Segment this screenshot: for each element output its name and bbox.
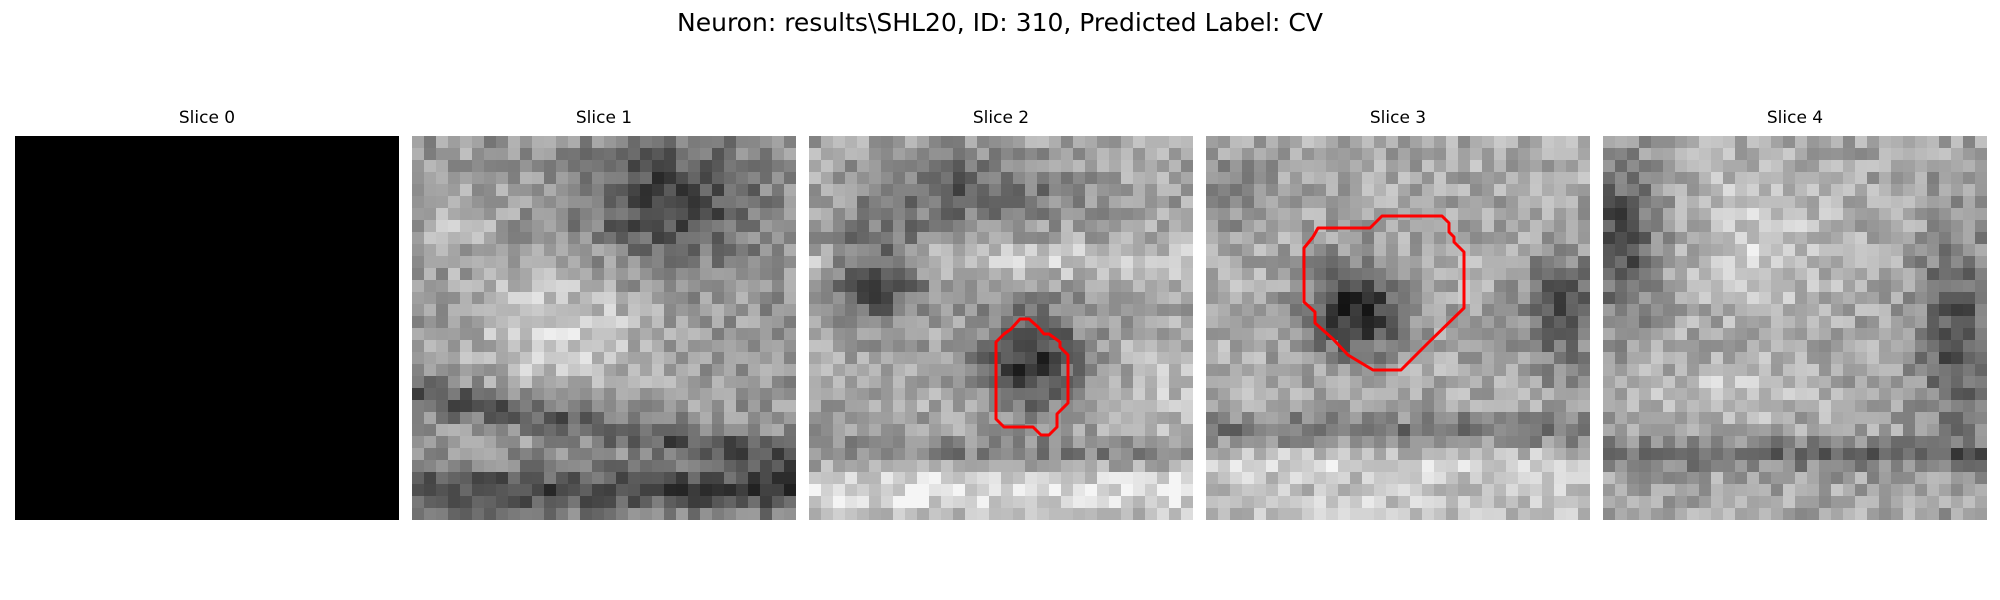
slice-image-1-pixels: [412, 136, 796, 520]
slice-image-3-pixels: [1206, 136, 1590, 520]
slice-panel-0: Slice 0: [15, 108, 399, 520]
slice-image-0-pixels: [15, 136, 399, 520]
slice-panel-1: Slice 1: [412, 108, 796, 520]
slice-image-2: [809, 136, 1193, 520]
figure-title: Neuron: results\SHL20, ID: 310, Predicte…: [677, 8, 1323, 37]
slice-image-0: [15, 136, 399, 520]
slice-panel-3: Slice 3: [1206, 108, 1590, 520]
segmentation-contour-2: [994, 317, 1070, 437]
slice-image-3: [1206, 136, 1590, 520]
slice-image-4-pixels: [1603, 136, 1987, 520]
slice-title-0: Slice 0: [178, 108, 236, 128]
slice-image-4: [1603, 136, 1987, 520]
slice-image-2-pixels: [809, 136, 1193, 520]
slice-panel-2: Slice 2: [809, 108, 1193, 520]
slice-title-3: Slice 3: [1369, 108, 1427, 128]
segmentation-contour-3: [1302, 214, 1466, 372]
slice-title-1: Slice 1: [575, 108, 633, 128]
slice-image-1: [412, 136, 796, 520]
slice-title-2: Slice 2: [972, 108, 1030, 128]
slice-panel-4: Slice 4: [1603, 108, 1987, 520]
slice-title-4: Slice 4: [1766, 108, 1824, 128]
